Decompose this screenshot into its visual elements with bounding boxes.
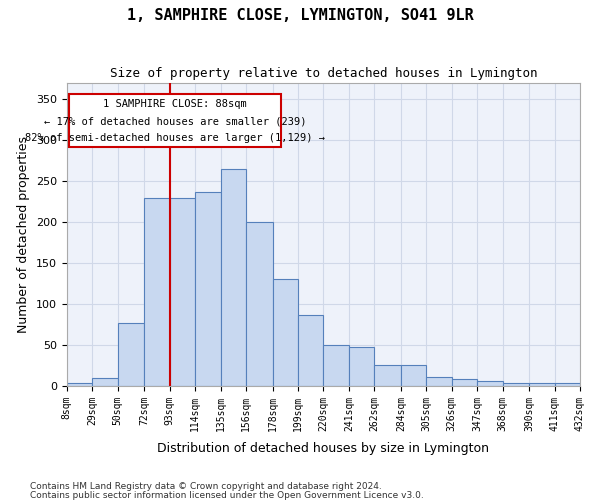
Bar — [323, 345, 349, 386]
Y-axis label: Number of detached properties: Number of detached properties — [17, 136, 31, 333]
Text: Contains HM Land Registry data © Crown copyright and database right 2024.: Contains HM Land Registry data © Crown c… — [30, 482, 382, 491]
Bar — [349, 348, 374, 386]
Text: 1 SAMPHIRE CLOSE: 88sqm: 1 SAMPHIRE CLOSE: 88sqm — [103, 100, 247, 110]
Bar — [272, 278, 298, 386]
Bar — [118, 323, 145, 386]
Title: Size of property relative to detached houses in Lymington: Size of property relative to detached ho… — [110, 68, 537, 80]
Bar — [145, 198, 170, 386]
Bar — [246, 222, 272, 386]
Bar — [92, 378, 118, 386]
Bar — [554, 384, 580, 386]
Bar — [374, 366, 401, 386]
Bar — [503, 382, 529, 386]
Text: 1, SAMPHIRE CLOSE, LYMINGTON, SO41 9LR: 1, SAMPHIRE CLOSE, LYMINGTON, SO41 9LR — [127, 8, 473, 22]
Bar — [477, 381, 503, 386]
Bar — [426, 377, 452, 386]
Bar — [221, 169, 246, 386]
Bar — [67, 384, 92, 386]
Bar — [529, 382, 554, 386]
Bar — [401, 366, 426, 386]
FancyBboxPatch shape — [69, 94, 281, 147]
Text: ← 17% of detached houses are smaller (239): ← 17% of detached houses are smaller (23… — [44, 117, 307, 127]
Bar — [298, 314, 323, 386]
X-axis label: Distribution of detached houses by size in Lymington: Distribution of detached houses by size … — [157, 442, 490, 455]
Text: 82% of semi-detached houses are larger (1,129) →: 82% of semi-detached houses are larger (… — [25, 133, 325, 143]
Text: Contains public sector information licensed under the Open Government Licence v3: Contains public sector information licen… — [30, 490, 424, 500]
Bar — [195, 192, 221, 386]
Bar — [452, 380, 477, 386]
Bar — [170, 198, 195, 386]
